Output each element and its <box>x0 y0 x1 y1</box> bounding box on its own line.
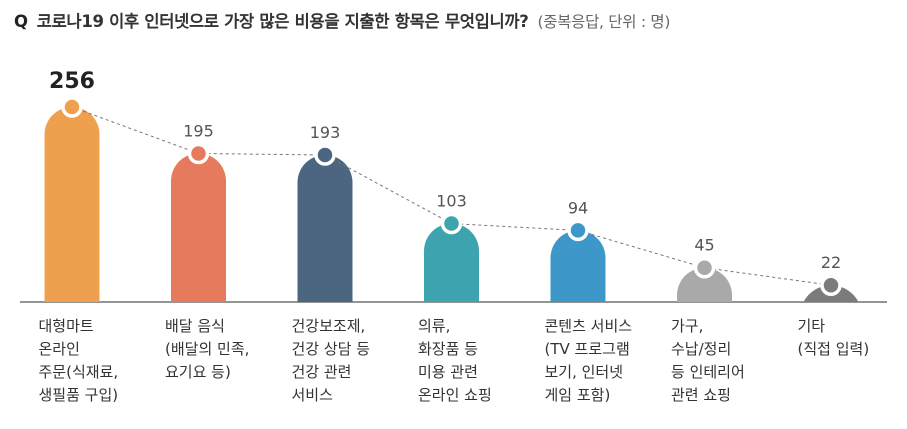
category-label-line: 화장품 등 <box>418 340 478 358</box>
bar <box>44 107 100 302</box>
question-marker: Q <box>14 12 28 31</box>
category-label-line: 관련 쇼핑 <box>671 386 731 404</box>
category-label-line: 배달 음식 <box>165 317 225 335</box>
category-label-line: 등 인테리어 <box>671 363 745 381</box>
data-point-marker <box>693 256 716 279</box>
chart-title-main: 코로나19 이후 인터넷으로 가장 많은 비용을 지출한 항목은 무엇입니까? <box>36 12 529 31</box>
category-label-line: 생필품 구입) <box>39 386 119 404</box>
category-label-line: 대형마트 <box>39 317 94 335</box>
category-label-line: 요기요 등) <box>165 363 231 381</box>
value-label: 195 <box>183 121 214 140</box>
category-label-line: 건강 관련 <box>292 363 352 381</box>
bar <box>297 154 353 302</box>
value-label: 256 <box>49 69 95 94</box>
data-point-marker <box>61 96 83 118</box>
category-label-line: (직접 입력) <box>798 340 870 358</box>
data-point-marker <box>187 142 210 165</box>
category-label-line: 미용 관련 <box>418 363 478 381</box>
category-label-line: 건강보조제, <box>292 317 366 335</box>
data-point-marker <box>567 219 589 242</box>
category-label-line: 게임 포함) <box>545 386 611 404</box>
category-label-line: 수납/정리 <box>671 340 731 358</box>
category-label-line: 가구, <box>671 317 703 335</box>
category-label-line: 온라인 쇼핑 <box>418 386 492 404</box>
data-point-marker <box>314 144 336 166</box>
chart-title: Q 코로나19 이후 인터넷으로 가장 많은 비용을 지출한 항목은 무엇입니까… <box>14 8 670 32</box>
category-label-line: (TV 프로그램 <box>545 340 630 358</box>
value-label: 45 <box>694 236 714 255</box>
category-label-line: 건강 상담 등 <box>292 340 371 358</box>
data-point-marker <box>440 212 463 235</box>
data-point-marker <box>820 274 842 296</box>
category-label-line: 서비스 <box>292 386 334 404</box>
category-label-line: 온라인 <box>39 340 80 358</box>
category-label-line: 의류, <box>418 317 450 335</box>
value-label: 22 <box>821 253 841 272</box>
category-label-line: 콘텐츠 서비스 <box>545 317 633 335</box>
bar <box>677 267 732 302</box>
value-label: 103 <box>436 192 467 211</box>
bar <box>550 230 606 302</box>
category-label-line: 기타 <box>798 317 826 335</box>
bar <box>424 223 479 302</box>
chart-subtitle: (중복응답, 단위 : 명) <box>537 13 671 31</box>
bar <box>171 153 226 302</box>
category-label-line: 보기, 인터넷 <box>545 363 624 381</box>
value-label: 193 <box>310 123 341 142</box>
category-label-line: 주문(식재료, <box>39 363 119 381</box>
value-label: 94 <box>568 198 588 217</box>
category-label-line: (배달의 민족, <box>165 340 249 358</box>
